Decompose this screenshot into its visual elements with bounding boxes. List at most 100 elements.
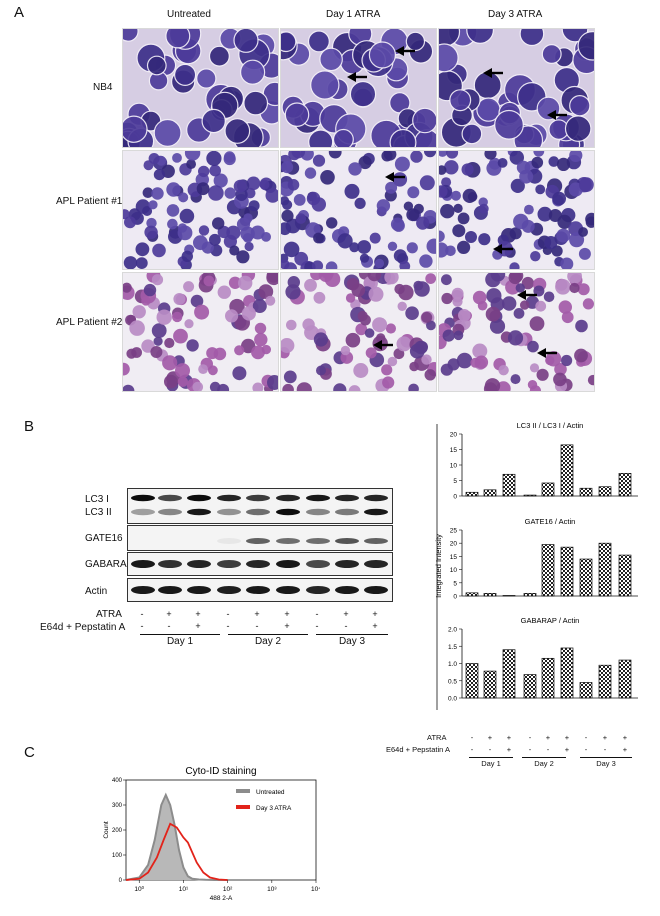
blot-band bbox=[276, 538, 300, 544]
blot-band bbox=[217, 538, 241, 544]
blot-band bbox=[187, 560, 211, 568]
y-tick-label: 200 bbox=[112, 828, 123, 834]
micrograph-r2-c2 bbox=[280, 150, 437, 270]
blot-band bbox=[364, 586, 388, 594]
blot-band bbox=[306, 508, 330, 516]
panel-a-letter: A bbox=[14, 4, 25, 21]
bar-chart-title: GABARAP / Actin bbox=[521, 616, 580, 625]
arrow-icon bbox=[517, 290, 537, 300]
blot-sign: - bbox=[315, 621, 319, 631]
blot-band bbox=[158, 494, 182, 502]
blot-sign: + bbox=[166, 609, 172, 619]
bar bbox=[465, 491, 479, 497]
chart-sign: - bbox=[488, 745, 492, 754]
blot-sign: - bbox=[140, 621, 144, 631]
y-tick-label: 20 bbox=[450, 541, 458, 548]
blot-band bbox=[217, 586, 241, 594]
chart-sign: - bbox=[584, 745, 588, 754]
micrograph-r3-c2 bbox=[280, 272, 437, 392]
blot-actin bbox=[127, 578, 393, 602]
column-label-day3: Day 3 ATRA bbox=[488, 9, 543, 20]
y-tick-label: 300 bbox=[112, 803, 123, 809]
y-tick-label: 25 bbox=[450, 528, 458, 535]
x-tick-label: 10⁴ bbox=[311, 886, 320, 893]
bar-chart-title: LC3 II / LC3 I / Actin bbox=[517, 421, 584, 430]
blot-sign: + bbox=[195, 609, 201, 619]
bar bbox=[523, 593, 537, 597]
chart-treatment-atra: ATRA bbox=[427, 733, 447, 742]
bar bbox=[618, 473, 632, 497]
blot-band bbox=[306, 560, 330, 568]
blot-band bbox=[306, 586, 330, 594]
bar bbox=[560, 444, 574, 497]
x-tick-label: 10² bbox=[223, 886, 233, 893]
arrow-icon bbox=[537, 348, 557, 358]
y-tick-label: 1.0 bbox=[448, 661, 457, 668]
arrow-icon bbox=[493, 244, 513, 254]
blot-band bbox=[306, 494, 330, 502]
treatment-label-e64d: E64d + Pepstatin A bbox=[40, 622, 126, 633]
bar bbox=[502, 595, 516, 597]
y-tick-label: 100 bbox=[112, 853, 123, 859]
bar-chart-ylabel: Integrated Intensity bbox=[434, 534, 443, 598]
chart-sign: - bbox=[528, 745, 532, 754]
row-label-nb4: NB4 bbox=[93, 82, 113, 93]
y-tick-label: 1.5 bbox=[448, 644, 457, 651]
legend-label: Day 3 ATRA bbox=[256, 805, 292, 812]
series-line-day3-atra bbox=[125, 822, 228, 881]
day1-underline bbox=[140, 634, 220, 635]
x-tick-label: 10³ bbox=[267, 886, 277, 893]
blot-sign: - bbox=[226, 621, 230, 631]
blot-label-gate16: GATE16 bbox=[85, 533, 123, 544]
day3-underline bbox=[316, 634, 388, 635]
legend-label: Untreated bbox=[256, 789, 285, 796]
chart-day1-underline bbox=[469, 757, 513, 758]
histogram-title: Cyto-ID staining bbox=[185, 766, 256, 777]
micrograph-r1-c3 bbox=[438, 28, 595, 148]
bar bbox=[541, 657, 555, 699]
y-tick-label: 400 bbox=[112, 778, 123, 784]
blot-band bbox=[306, 538, 330, 544]
row-label-patient1: APL Patient #1 bbox=[56, 196, 123, 207]
day3-label: Day 3 bbox=[338, 636, 366, 647]
chart-sign: + bbox=[506, 745, 512, 754]
chart-treatment-e64d: E64d + Pepstatin A bbox=[386, 745, 451, 754]
blot-sign: - bbox=[226, 609, 230, 619]
blot-band bbox=[276, 586, 300, 594]
chart-sign: + bbox=[622, 745, 628, 754]
blot-band bbox=[246, 560, 270, 568]
bar bbox=[502, 649, 516, 699]
blot-sign: - bbox=[167, 621, 171, 631]
blot-band bbox=[335, 538, 359, 544]
chart-sign: + bbox=[602, 733, 608, 742]
bar bbox=[598, 486, 612, 497]
blot-band bbox=[335, 494, 359, 502]
y-tick-label: 0 bbox=[119, 878, 123, 884]
bar bbox=[618, 554, 632, 597]
y-tick-label: 0.0 bbox=[448, 696, 457, 703]
blot-band bbox=[335, 508, 359, 516]
chart-sign: + bbox=[622, 733, 628, 742]
cyto-id-histogram: Cyto-ID staining 0 100 200 300 400 10⁰ 10¹ 10² 10… bbox=[103, 766, 320, 902]
micrograph-r2-c1 bbox=[122, 150, 279, 270]
blot-band bbox=[158, 560, 182, 568]
arrow-icon bbox=[483, 68, 503, 78]
bar-charts: LC3 II / LC3 I / Actin 0 5 10 15 20 GATE16 / A… bbox=[434, 421, 638, 710]
blot-band bbox=[187, 508, 211, 516]
blot-band bbox=[217, 560, 241, 568]
chart-day3-underline bbox=[580, 757, 632, 758]
blot-band bbox=[335, 586, 359, 594]
bar-chart-title: GATE16 / Actin bbox=[525, 517, 576, 526]
blot-band bbox=[217, 508, 241, 516]
y-tick-label: 0 bbox=[453, 494, 457, 501]
blot-band bbox=[187, 494, 211, 502]
bar bbox=[541, 482, 555, 497]
blot-sign: - bbox=[315, 609, 319, 619]
chart-sign: - bbox=[546, 745, 550, 754]
bar bbox=[502, 473, 516, 497]
blot-band bbox=[335, 560, 359, 568]
chart-sign: + bbox=[545, 733, 551, 742]
blot-band bbox=[364, 508, 388, 516]
blot-label-actin: Actin bbox=[85, 586, 108, 597]
blot-sign: + bbox=[372, 609, 378, 619]
